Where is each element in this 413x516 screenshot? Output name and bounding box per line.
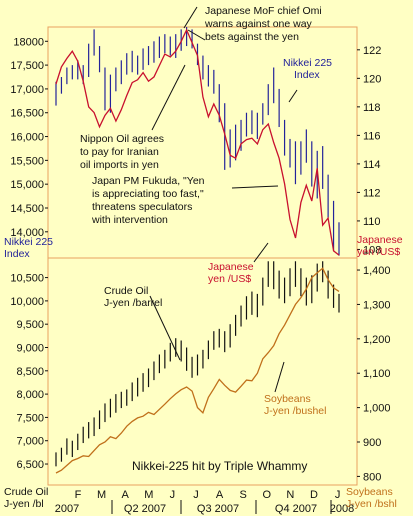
y-tick-label: 9,500: [16, 319, 44, 331]
nippon-callout: [151, 64, 186, 131]
x-month-label: O: [263, 489, 272, 501]
crude-series-label: Crude Oil J-yen /barrel: [104, 285, 162, 309]
y-tick-label: 10,000: [10, 296, 44, 308]
yen-series-label: Japanese yen /US$: [208, 261, 256, 285]
y-tick-label: 10,500: [10, 273, 44, 285]
y-tick-label: 17,000: [10, 84, 44, 96]
yen-axis-ticks: 122 120 118 116 114 112 110 108: [357, 45, 381, 256]
x-month-label: J: [170, 489, 176, 501]
nippon-annotation: Nippon Oil agrees to pay for Iranian oil…: [80, 133, 167, 171]
crude-axis-title: Crude Oil J-yen /bl: [4, 486, 51, 510]
y-tick-label: 800: [363, 471, 381, 483]
bottom-panel-plot: [55, 261, 340, 474]
y-tick-label: 18000: [13, 36, 44, 48]
y-tick-label: 14,000: [10, 227, 44, 239]
x-year-label: Q4 2007: [275, 503, 317, 515]
nikkei-line: [55, 28, 340, 256]
y-tick-label: 8,500: [16, 366, 44, 378]
top-panel-plot: [55, 27, 340, 256]
y-tick-label: 17,500: [10, 60, 44, 72]
y-tick-label: 1,000: [363, 403, 391, 415]
y-tick-label: 15,000: [10, 179, 44, 191]
y-tick-label: 7,500: [16, 412, 44, 424]
y-tick-label: 112: [363, 187, 381, 199]
y-tick-label: 900: [363, 437, 381, 449]
y-tick-label: 8,000: [16, 389, 44, 401]
y-tick-label: 7,000: [16, 436, 44, 448]
x-year-label: Q2 2007: [124, 503, 166, 515]
x-month-label: A: [216, 489, 224, 501]
chart-frame: [47, 26, 358, 486]
yen-mid-callout: [253, 242, 269, 263]
y-tick-label: 1,400: [363, 265, 391, 277]
soy-axis-ticks: 1,400 1,300 1,200 1,100 1,000 900 800: [357, 265, 391, 483]
fukuda-callout: [231, 185, 279, 189]
y-tick-label: 110: [363, 216, 381, 228]
mof-callout: [183, 6, 206, 41]
y-tick-label: 9,000: [16, 342, 44, 354]
y-tick-label: 16,500: [10, 108, 44, 120]
y-tick-label: 14,500: [10, 203, 44, 215]
y-tick-label: 122: [363, 45, 381, 57]
x-month-label: A: [122, 489, 130, 501]
y-tick-label: 1,300: [363, 299, 391, 311]
x-year-label: 2007: [55, 503, 79, 515]
x-month-label: N: [286, 489, 294, 501]
fukuda-annotation: Japan PM Fukuda, "Yen is appreciating to…: [91, 175, 207, 226]
x-month-label: J: [193, 489, 199, 501]
x-axis: F M A M J J A S O N D J 2007 Q2 2007 Q3 2007 Q4 2007 200…: [55, 489, 354, 515]
y-tick-label: 1,200: [363, 334, 391, 346]
x-month-label: D: [310, 489, 318, 501]
x-month-label: F: [75, 489, 82, 501]
crude-callout: [149, 295, 181, 361]
y-tick-label: 120: [363, 73, 381, 85]
nikkei-axis-ticks: 18000 17,500 17,000 16,500 16,000 15,500 15,00…: [10, 36, 48, 239]
crude-axis-ticks: 10,500 10,000 9,500 9,000 8,500 8,000 7,500 7,0…: [10, 273, 48, 471]
y-tick-label: 15,500: [10, 155, 44, 167]
y-tick-label: 114: [363, 159, 381, 171]
x-year-label: 2008: [330, 503, 354, 515]
soy-axis-title: Soybeans J-yen /bshl: [346, 486, 397, 510]
y-tick-label: 6,500: [16, 459, 44, 471]
y-tick-label: 16,000: [10, 132, 44, 144]
nikkei-index-label: Nikkei 225 Index: [283, 57, 335, 81]
mof-annotation: Japanese MoF chief Omi warns against one…: [204, 5, 325, 43]
x-month-label: M: [144, 489, 153, 501]
x-month-label: J: [335, 489, 341, 501]
chart-title: Nikkei-225 hit by Triple Whammy: [132, 459, 307, 473]
y-tick-label: 118: [363, 102, 381, 114]
nikkei-index-callout: [288, 89, 298, 103]
soy-callout: [274, 361, 285, 393]
nikkei-axis-title: Nikkei 225 Index: [4, 236, 56, 260]
soy-series-label: Soybeans J-yen /bushel: [264, 393, 326, 417]
x-month-label: M: [97, 489, 106, 501]
crude-line: [55, 267, 340, 474]
yen-axis-title: Japanese yen /US$: [357, 234, 405, 258]
x-year-label: Q3 2007: [197, 503, 239, 515]
y-tick-label: 108: [363, 244, 381, 256]
y-tick-label: 116: [363, 130, 381, 142]
y-tick-label: 1,100: [363, 368, 391, 380]
x-month-label: S: [240, 489, 247, 501]
annotations: Japanese MoF chief Omi warns against one…: [4, 5, 405, 510]
